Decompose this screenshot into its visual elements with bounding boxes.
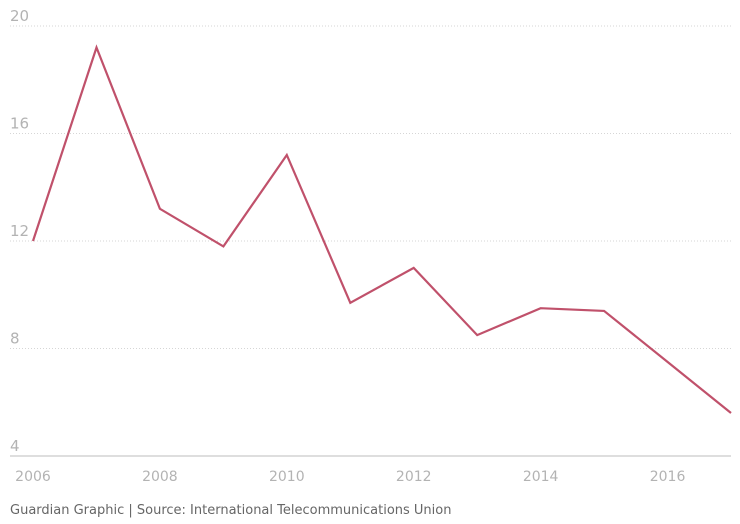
line-chart: 4 8 12 16 20 2006 2008 2010 2012 2014 2016 — [10, 7, 732, 485]
x-tick-label-2006: 2006 — [15, 469, 51, 485]
x-tick-label-2012: 2012 — [396, 469, 432, 485]
gridlines — [10, 25, 731, 349]
series-line-0 — [31, 44, 732, 414]
y-tick-label-8: 8 — [10, 330, 20, 348]
x-tick-label-2016: 2016 — [650, 469, 686, 485]
x-tick-label-2010: 2010 — [269, 469, 305, 485]
source-note: Guardian Graphic | Source: International… — [10, 503, 452, 518]
x-tick-label-2008: 2008 — [142, 469, 178, 485]
y-axis-ticks: 4 8 12 16 20 — [10, 7, 29, 455]
series-layer — [31, 44, 732, 414]
y-tick-label-16: 16 — [10, 115, 29, 133]
x-tick-label-2014: 2014 — [523, 469, 559, 485]
y-tick-label-20: 20 — [10, 7, 29, 25]
y-tick-label-4: 4 — [10, 437, 20, 455]
x-axis-ticks: 2006 2008 2010 2012 2014 2016 — [15, 469, 685, 485]
y-tick-label-12: 12 — [10, 222, 29, 240]
